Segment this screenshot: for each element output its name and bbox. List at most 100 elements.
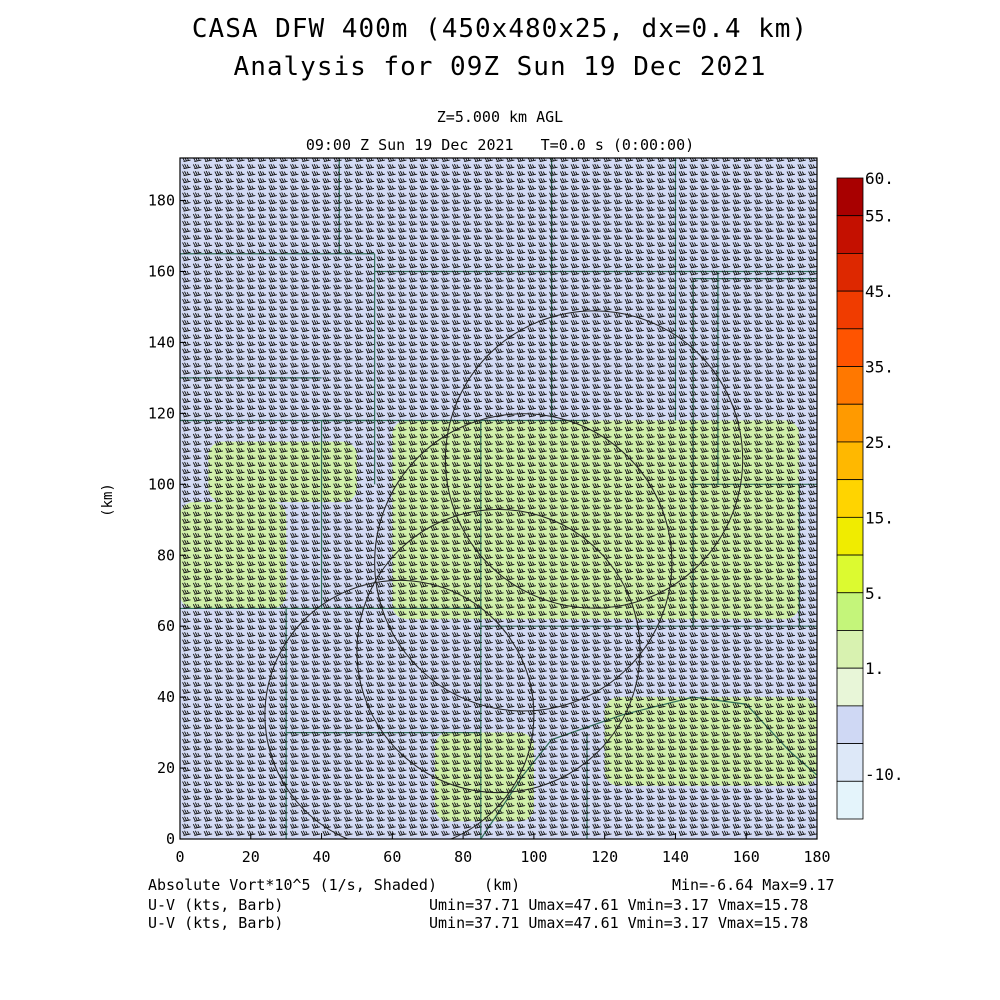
wind-barb bbox=[430, 653, 439, 659]
wind-barb bbox=[322, 553, 331, 560]
wind-barb bbox=[495, 440, 504, 446]
wind-barb bbox=[214, 802, 224, 808]
wind-barb bbox=[797, 610, 806, 616]
wind-barb bbox=[635, 681, 644, 687]
wind-barb bbox=[322, 305, 331, 311]
wind-barb bbox=[786, 490, 796, 496]
wind-barb bbox=[246, 617, 256, 624]
wind-barb bbox=[354, 291, 364, 297]
wind-barb bbox=[192, 582, 202, 588]
wind-barb bbox=[678, 334, 688, 340]
wind-barb bbox=[775, 717, 785, 723]
wind-barb bbox=[808, 334, 817, 340]
wind-barb bbox=[603, 582, 612, 588]
wind-barb bbox=[786, 809, 796, 815]
wind-barb bbox=[495, 632, 504, 638]
wind-barb bbox=[549, 646, 558, 652]
wind-barb bbox=[203, 830, 213, 836]
wind-barb bbox=[516, 270, 526, 276]
wind-barb bbox=[667, 277, 677, 283]
wind-barb bbox=[279, 334, 288, 340]
wind-barb bbox=[689, 383, 698, 389]
wind-barb bbox=[365, 256, 375, 262]
wind-barb bbox=[721, 589, 731, 595]
wind-barb bbox=[441, 596, 450, 602]
wind-barb bbox=[279, 468, 288, 475]
wind-barb bbox=[441, 575, 450, 581]
wind-barb bbox=[430, 362, 439, 368]
wind-barb bbox=[365, 717, 375, 723]
wind-barb bbox=[376, 617, 385, 624]
wind-barb bbox=[419, 390, 429, 397]
wind-barb bbox=[462, 773, 472, 780]
wind-barb bbox=[743, 809, 752, 815]
wind-barb bbox=[225, 660, 234, 666]
wind-barb bbox=[408, 759, 418, 765]
wind-barb bbox=[603, 688, 612, 695]
wind-barb bbox=[516, 256, 526, 262]
wind-barb bbox=[657, 553, 666, 560]
wind-barb bbox=[549, 617, 558, 624]
wind-barb bbox=[603, 376, 612, 382]
wind-barb bbox=[657, 695, 666, 702]
wind-barb bbox=[711, 731, 720, 737]
wind-barb bbox=[257, 582, 267, 588]
wind-barb bbox=[344, 596, 353, 602]
wind-barb bbox=[268, 312, 277, 319]
wind-barb bbox=[387, 624, 396, 631]
wind-barb bbox=[387, 412, 396, 418]
wind-barb bbox=[365, 646, 375, 652]
wind-barb bbox=[225, 653, 234, 659]
wind-barb bbox=[516, 383, 526, 389]
wind-barb bbox=[764, 688, 774, 695]
wind-barb bbox=[613, 355, 623, 361]
wind-barb bbox=[333, 248, 342, 255]
wind-barb bbox=[279, 667, 288, 673]
wind-barb bbox=[657, 362, 666, 368]
wind-barb bbox=[387, 525, 396, 531]
wind-barb bbox=[581, 795, 590, 801]
wind-barb bbox=[279, 248, 288, 255]
wind-barb bbox=[678, 674, 688, 680]
wind-barb bbox=[764, 355, 774, 361]
wind-barb bbox=[700, 312, 709, 319]
wind-barb bbox=[462, 667, 472, 673]
wind-barb bbox=[538, 263, 547, 269]
wind-barb bbox=[819, 561, 827, 566]
wind-barb bbox=[635, 532, 644, 538]
wind-barb bbox=[797, 788, 806, 794]
wind-barb bbox=[549, 433, 558, 439]
wind-barb bbox=[387, 646, 396, 652]
wind-barb bbox=[214, 334, 224, 340]
wind-barb bbox=[473, 688, 483, 695]
wind-barb bbox=[819, 256, 827, 261]
wind-barb bbox=[570, 724, 580, 730]
wind-barb bbox=[711, 263, 720, 269]
wind-barb bbox=[333, 291, 342, 297]
wind-barb bbox=[689, 688, 698, 695]
wind-barb bbox=[657, 326, 666, 333]
wind-barb bbox=[365, 823, 375, 829]
wind-barb bbox=[246, 823, 256, 829]
wind-barb bbox=[505, 305, 515, 311]
wind-barb bbox=[581, 270, 590, 276]
wind-barb bbox=[290, 326, 299, 333]
wind-barb bbox=[430, 632, 439, 638]
wind-barb bbox=[257, 752, 267, 758]
wind-barb bbox=[538, 256, 547, 262]
wind-barb bbox=[808, 546, 817, 553]
wind-barb bbox=[430, 305, 439, 311]
wind-barb bbox=[268, 426, 277, 432]
wind-barb bbox=[203, 355, 213, 361]
wind-barb bbox=[182, 589, 191, 595]
wind-barb bbox=[711, 653, 720, 659]
wind-barb bbox=[419, 525, 429, 531]
wind-barb bbox=[786, 816, 796, 822]
wind-barb bbox=[700, 823, 709, 829]
wind-barb bbox=[495, 674, 504, 680]
wind-barb bbox=[495, 575, 504, 581]
wind-barb bbox=[354, 454, 364, 460]
wind-barb bbox=[214, 582, 224, 588]
wind-barb bbox=[624, 809, 634, 815]
wind-barb bbox=[441, 341, 450, 347]
